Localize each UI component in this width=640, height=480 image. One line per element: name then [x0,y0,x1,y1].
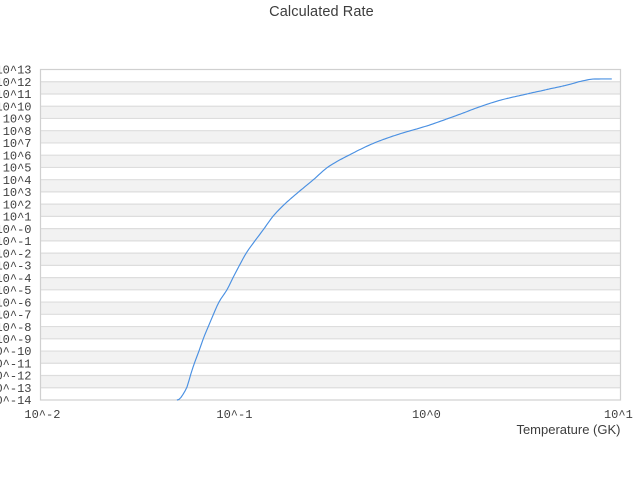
svg-text:10^-11: 10^-11 [0,357,32,371]
svg-text:10^0: 10^0 [412,408,441,422]
svg-text:10^11: 10^11 [0,88,32,102]
svg-text:10^4: 10^4 [3,174,32,188]
svg-text:10^-4: 10^-4 [0,272,32,286]
svg-text:10^-13: 10^-13 [0,382,32,396]
svg-text:10^-9: 10^-9 [0,333,32,347]
svg-text:Temperature (GK): Temperature (GK) [516,422,620,437]
svg-text:10^1: 10^1 [3,211,32,225]
svg-text:10^8: 10^8 [3,125,32,139]
svg-text:10^-1: 10^-1 [0,235,32,249]
svg-text:10^10: 10^10 [0,100,32,114]
svg-text:10^-3: 10^-3 [0,260,32,274]
svg-text:10^5: 10^5 [3,162,32,176]
svg-text:10^2: 10^2 [3,198,32,212]
svg-text:10^-8: 10^-8 [0,321,32,335]
svg-text:10^-14: 10^-14 [0,394,32,408]
svg-text:10^-10: 10^-10 [0,345,32,359]
svg-text:10^6: 10^6 [3,149,32,163]
svg-text:10^13: 10^13 [0,64,32,78]
svg-text:10^-6: 10^-6 [0,296,32,310]
svg-text:10^-12: 10^-12 [0,370,32,384]
svg-text:Calculated Rate: Calculated Rate [269,4,374,20]
svg-text:10^-7: 10^-7 [0,309,32,323]
svg-text:10^9: 10^9 [3,113,32,127]
svg-text:10^3: 10^3 [3,186,32,200]
svg-text:10^-2: 10^-2 [0,247,32,261]
svg-text:10^-2: 10^-2 [24,408,60,422]
svg-text:10^7: 10^7 [3,137,32,151]
svg-text:10^1: 10^1 [604,408,633,422]
svg-text:10^-0: 10^-0 [0,223,32,237]
svg-text:10^-1: 10^-1 [216,408,252,422]
svg-text:10^12: 10^12 [0,76,32,90]
svg-text:10^-5: 10^-5 [0,284,32,298]
